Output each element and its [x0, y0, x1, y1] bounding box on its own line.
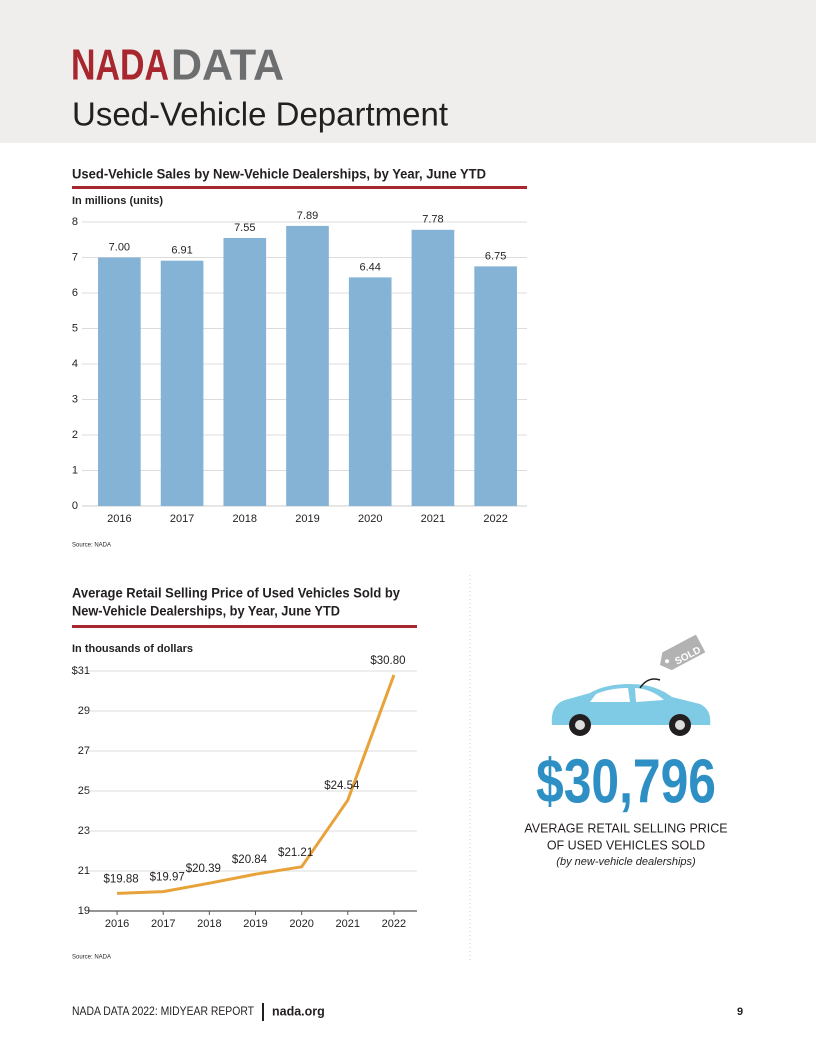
chart-subtitle: In thousands of dollars	[72, 643, 193, 655]
y-tick-label: 21	[78, 865, 90, 877]
data-label: $19.97	[150, 872, 185, 884]
y-tick-label: 27	[78, 745, 90, 757]
title-rule	[72, 625, 417, 628]
y-tick-label: 19	[78, 905, 90, 917]
x-tick-label: 2016	[105, 918, 129, 930]
bar	[98, 257, 141, 506]
brand: DATA	[171, 41, 284, 90]
data-label: $20.39	[186, 863, 221, 875]
y-tick-label: 1	[72, 464, 78, 476]
source: Source: NADA	[72, 955, 111, 961]
callout-value: $30,796	[536, 747, 716, 816]
x-tick-label: 2021	[336, 918, 360, 930]
data-label: $20.84	[232, 854, 268, 866]
footer-report: NADA DATA 2022: MIDYEAR REPORT	[72, 1004, 255, 1018]
header-band	[0, 0, 816, 143]
x-tick-label: 2017	[170, 513, 194, 525]
bar	[348, 277, 392, 506]
callout-note: (by new-vehicle dealerships)	[556, 856, 696, 868]
data-label: $19.88	[103, 873, 138, 885]
y-tick-label: 2	[72, 429, 78, 441]
chart-title: Used-Vehicle Sales by New-Vehicle Dealer…	[72, 166, 486, 182]
y-tick-label: 7	[72, 251, 78, 263]
y-tick-label: 23	[78, 825, 90, 837]
x-tick-label: 2019	[243, 918, 267, 930]
line	[117, 674, 396, 895]
bar	[474, 266, 517, 506]
data-label: 7.00	[109, 241, 130, 253]
x-tick-label: 2022	[382, 918, 406, 930]
callout-label: OF USED VEHICLES SOLD	[547, 838, 705, 852]
y-tick-label: 5	[72, 322, 78, 334]
x-tick-label: 2020	[358, 513, 382, 525]
y-tick-label: 0	[72, 500, 78, 512]
callout-label: AVERAGE RETAIL SELLING PRICE	[524, 821, 727, 835]
chart-title: Average Retail Selling Price of Used Veh…	[72, 585, 400, 601]
x-tick-label: 2019	[295, 513, 319, 525]
data-label: 6.44	[360, 261, 381, 273]
chart-title: New-Vehicle Dealerships, by Year, June Y…	[72, 603, 340, 619]
chart-subtitle: In millions (units)	[72, 195, 163, 207]
page-number: 9	[737, 1006, 743, 1018]
x-tick-label: 2017	[151, 918, 175, 930]
data-label: 6.91	[171, 245, 192, 257]
data-label: $21.21	[278, 847, 313, 859]
x-tick-label: 2018	[233, 513, 257, 525]
data-label: $24.54	[324, 780, 360, 792]
data-label: $30.80	[370, 655, 405, 667]
x-tick-label: 2018	[197, 918, 221, 930]
page-title: Used-Vehicle Department	[72, 96, 448, 133]
data-label: 6.75	[485, 250, 506, 262]
y-tick-label: 6	[72, 287, 78, 299]
y-tick-label: 25	[78, 785, 90, 797]
title-rule	[72, 186, 527, 189]
x-tick-label: 2016	[107, 513, 131, 525]
bar	[411, 229, 455, 506]
x-tick-label: 2020	[289, 918, 313, 930]
brand: NADA	[71, 41, 169, 90]
y-tick-label: 29	[78, 705, 90, 717]
y-tick-label: $31	[72, 665, 90, 677]
x-tick-label: 2022	[483, 513, 507, 525]
y-tick-label: 4	[72, 358, 78, 370]
bar	[160, 260, 204, 506]
y-tick-label: 8	[72, 216, 78, 228]
bar	[223, 237, 267, 506]
bar	[286, 225, 329, 506]
footer-separator	[262, 1003, 264, 1021]
car-icon	[551, 634, 711, 736]
source: Source: NADA	[72, 543, 111, 549]
x-tick-label: 2021	[421, 513, 445, 525]
footer-site: nada.org	[272, 1004, 325, 1018]
data-label: 7.78	[422, 214, 443, 226]
y-tick-label: 3	[72, 393, 78, 405]
data-label: 7.55	[234, 222, 255, 234]
data-label: 7.89	[297, 210, 318, 222]
